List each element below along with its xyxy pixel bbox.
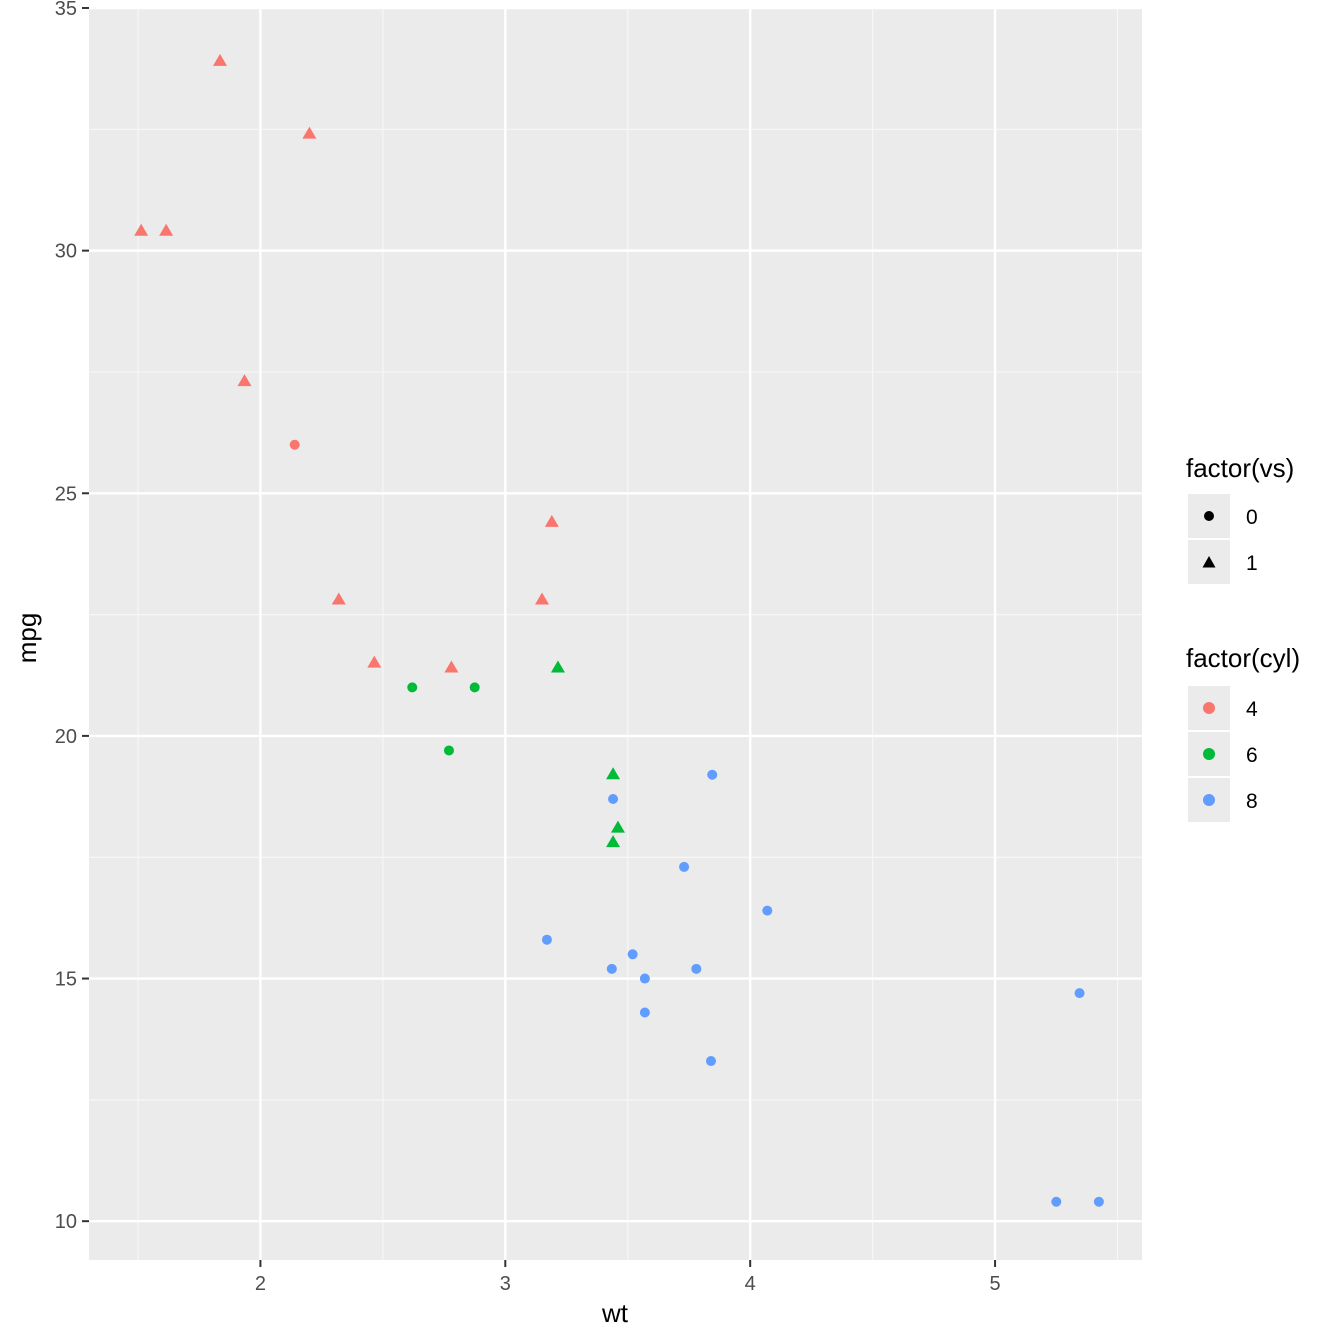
- data-point-circle: [1051, 1196, 1062, 1207]
- data-point-triangle: [550, 660, 565, 673]
- y-tick-label: 10: [55, 1211, 77, 1233]
- data-point-triangle: [159, 223, 174, 236]
- legend-color-label-4: 4: [1246, 698, 1258, 721]
- legend-key-color-6: [1203, 748, 1215, 760]
- data-point-circle: [1093, 1196, 1104, 1207]
- data-point-triangle: [367, 655, 382, 668]
- minor-gridlines: [89, 8, 1142, 1260]
- x-tick-label: 2: [255, 1273, 266, 1295]
- legend-color: factor(cyl) 4 6 8: [1186, 643, 1300, 822]
- data-point-circle: [443, 745, 454, 756]
- data-point-triangle: [606, 767, 621, 780]
- major-gridlines: [89, 6, 1142, 1260]
- data-point-triangle: [237, 374, 252, 387]
- y-tick-label: 30: [55, 241, 77, 263]
- data-point-triangle: [535, 592, 550, 605]
- data-point-circle: [639, 973, 650, 984]
- data-point-circle: [606, 963, 617, 974]
- data-point-triangle: [610, 820, 625, 833]
- data-point-circle: [469, 682, 480, 693]
- data-point-triangle: [444, 660, 459, 673]
- data-point-circle: [706, 1056, 717, 1067]
- x-axis: 2 3 4 5: [255, 1260, 1001, 1295]
- legend-shape-label-0: 0: [1246, 506, 1258, 529]
- x-axis-title: wt: [601, 1298, 629, 1328]
- data-points: [134, 53, 1104, 1207]
- y-tick-label: 25: [55, 483, 77, 505]
- y-axis: 10 15 20 25 30 35: [55, 0, 89, 1233]
- data-point-triangle: [544, 514, 559, 527]
- legend-shape-label-1: 1: [1246, 552, 1258, 575]
- legend-color-title: factor(cyl): [1186, 643, 1300, 673]
- data-point-circle: [639, 1007, 650, 1018]
- data-point-circle: [407, 682, 418, 693]
- data-point-triangle: [134, 223, 149, 236]
- legend-shape: factor(vs) 0 1: [1186, 453, 1294, 584]
- x-tick-label: 3: [500, 1273, 511, 1295]
- legend-key-triangle: [1202, 556, 1216, 568]
- data-point-triangle: [302, 126, 317, 139]
- data-point-circle: [691, 963, 702, 974]
- data-point-circle: [1074, 988, 1085, 999]
- data-point-circle: [679, 861, 690, 872]
- data-point-triangle: [606, 835, 621, 848]
- y-tick-label: 15: [55, 969, 77, 991]
- legend-color-label-6: 6: [1246, 744, 1258, 767]
- data-point-circle: [289, 439, 300, 450]
- plot-panel: [89, 8, 1142, 1260]
- x-tick-label: 4: [745, 1273, 756, 1295]
- data-point-circle: [762, 905, 773, 916]
- y-axis-title: mpg: [12, 613, 42, 664]
- legend-key-color-8: [1203, 794, 1215, 806]
- legend-key-circle: [1204, 511, 1214, 521]
- data-point-circle: [627, 949, 638, 960]
- data-point-circle: [541, 934, 552, 945]
- x-tick-label: 5: [990, 1273, 1001, 1295]
- data-point-circle: [608, 793, 619, 804]
- y-tick-label: 20: [55, 726, 77, 748]
- legend-color-label-8: 8: [1246, 790, 1258, 813]
- y-tick-label: 35: [55, 0, 77, 20]
- data-point-triangle: [331, 592, 346, 605]
- data-point-triangle: [213, 53, 228, 66]
- legend-shape-title: factor(vs): [1186, 453, 1294, 483]
- data-point-circle: [707, 769, 718, 780]
- legend-key-color-4: [1203, 702, 1215, 714]
